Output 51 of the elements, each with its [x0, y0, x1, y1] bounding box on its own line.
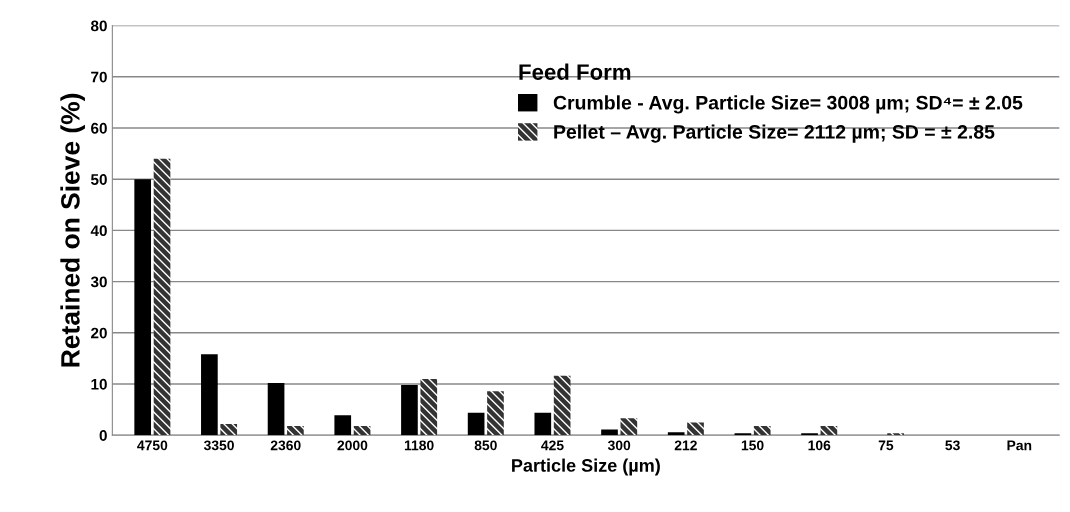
- bar: [620, 418, 638, 436]
- legend-label: Pellet – Avg. Particle Size= 2112 µm; SD = ± 2.85: [554, 124, 995, 143]
- bar: [487, 391, 504, 436]
- y-tick-label: 80: [90, 20, 107, 32]
- bar: [667, 432, 685, 436]
- bar: [687, 422, 704, 436]
- legend-label: Crumble - Avg. Particle Size= 3008 µm; SD⁴= ± 2.05: [553, 95, 1023, 114]
- x-tick-label: 150: [741, 440, 764, 451]
- x-tick-label: 106: [808, 440, 831, 451]
- y-tick-label: 30: [90, 276, 107, 288]
- x-tick-label: Pan: [1007, 440, 1032, 451]
- bar: [353, 425, 371, 436]
- y-tick-label: 10: [91, 378, 107, 390]
- y-axis-title: Retained on Sieve (%): [60, 93, 85, 367]
- bar: [753, 425, 771, 436]
- bar: [153, 158, 171, 436]
- y-tick-label: 40: [90, 225, 107, 237]
- bar: [820, 425, 838, 436]
- bar: [287, 425, 304, 436]
- x-tick-label: 300: [607, 440, 631, 451]
- x-tick-label: 2000: [337, 440, 368, 451]
- x-tick-label: 75: [878, 440, 894, 451]
- bar: [887, 433, 904, 436]
- bar: [267, 382, 285, 436]
- bar: [553, 375, 571, 436]
- x-tick-label: 850: [474, 440, 497, 451]
- x-tick-label: 3350: [203, 440, 234, 451]
- y-tick-label: 20: [91, 327, 107, 339]
- bar: [201, 354, 218, 436]
- x-tick-label: 2360: [270, 440, 301, 451]
- bar: [134, 179, 152, 436]
- bar: [467, 412, 485, 436]
- x-tick-label: 53: [945, 440, 960, 451]
- x-tick-label: 1180: [404, 440, 434, 451]
- x-tick-label: 425: [541, 440, 564, 451]
- bar: [220, 423, 238, 436]
- bar: [534, 412, 552, 436]
- bar: [801, 433, 818, 436]
- y-tick-label: 50: [90, 174, 107, 185]
- x-tick-label: 4750: [137, 440, 168, 451]
- y-tick-label: 0: [99, 430, 107, 441]
- bar: [401, 385, 418, 436]
- x-axis-title: Particle Size (µm): [512, 458, 660, 476]
- bar: [734, 433, 752, 436]
- bar: [601, 429, 618, 436]
- bar: [420, 378, 438, 436]
- y-tick-label: 60: [91, 122, 107, 134]
- y-tick-label: 70: [91, 71, 107, 83]
- legend-title: Feed Form: [519, 63, 631, 80]
- bar: [334, 415, 352, 436]
- x-tick-label: 212: [674, 440, 697, 451]
